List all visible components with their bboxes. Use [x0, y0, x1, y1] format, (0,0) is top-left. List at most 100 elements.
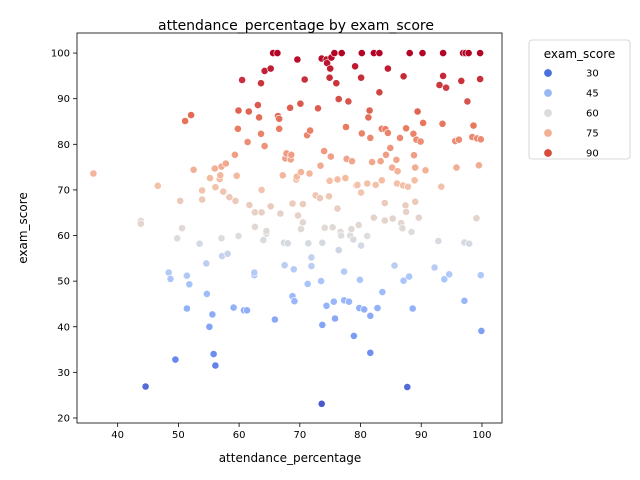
data-point	[360, 305, 369, 314]
data-point	[171, 355, 180, 364]
data-point	[325, 192, 333, 201]
data-point	[257, 185, 266, 194]
data-point	[234, 232, 243, 240]
data-point	[182, 271, 191, 280]
data-point	[408, 304, 417, 313]
data-point	[166, 274, 175, 283]
data-point	[340, 267, 348, 276]
data-point	[410, 176, 419, 185]
legend: exam_score 30 45 60 75 90	[528, 39, 631, 160]
legend-label: 75	[586, 129, 599, 140]
data-point	[288, 199, 297, 208]
data-point	[297, 168, 305, 176]
data-point	[238, 76, 246, 84]
data-point	[375, 49, 384, 57]
data-point	[208, 310, 217, 319]
data-point	[353, 180, 362, 189]
data-point	[393, 167, 402, 176]
data-point	[405, 272, 413, 281]
x-tick-label: 100	[472, 430, 491, 441]
data-point	[345, 297, 353, 306]
data-point	[164, 268, 173, 277]
data-point	[366, 311, 375, 320]
data-point	[402, 124, 410, 133]
data-point	[221, 159, 230, 168]
y-tick-label: 90	[57, 94, 70, 105]
data-point	[189, 165, 198, 174]
data-point	[253, 101, 262, 109]
data-point	[325, 176, 334, 185]
data-point	[231, 196, 240, 205]
data-point	[351, 62, 359, 71]
data-point	[357, 49, 366, 57]
data-point	[401, 201, 410, 210]
y-tick-label: 70	[57, 185, 70, 196]
data-point	[320, 223, 329, 232]
data-point	[283, 239, 292, 248]
x-tick-label: 50	[172, 430, 185, 441]
data-point	[407, 227, 416, 236]
data-point	[396, 133, 404, 142]
data-point	[371, 180, 380, 189]
x-tick-label: 40	[111, 430, 124, 441]
data-point	[421, 166, 430, 175]
data-point	[195, 239, 204, 248]
data-point	[141, 382, 150, 391]
x-axis-label: attendance_percentage	[219, 451, 362, 465]
data-point	[278, 171, 287, 180]
data-point	[469, 121, 478, 130]
data-point	[413, 107, 422, 116]
data-point	[326, 152, 335, 161]
data-point	[229, 303, 238, 312]
data-point	[476, 75, 484, 83]
data-point	[403, 182, 412, 191]
data-point	[326, 64, 335, 73]
legend-title: exam_score	[544, 47, 616, 61]
data-point	[477, 326, 486, 335]
y-tick-label: 20	[57, 413, 70, 424]
data-point	[255, 113, 263, 122]
data-point	[331, 314, 339, 323]
data-point	[357, 73, 365, 82]
data-point	[377, 176, 386, 185]
data-point	[250, 208, 259, 217]
data-point	[476, 49, 484, 57]
data-point	[205, 322, 214, 331]
legend-label: 30	[586, 69, 599, 80]
data-point	[464, 49, 473, 57]
data-point	[342, 123, 350, 131]
data-point	[202, 259, 211, 268]
legend-label: 90	[586, 149, 599, 160]
legend-label: 60	[586, 109, 599, 120]
data-point	[305, 169, 314, 178]
data-point	[334, 246, 343, 254]
data-point	[330, 49, 339, 57]
data-point	[173, 234, 182, 243]
data-point	[198, 186, 206, 195]
data-point	[266, 202, 275, 211]
data-point	[416, 137, 425, 146]
legend-marker	[543, 148, 553, 158]
legend-marker	[543, 108, 553, 118]
data-point	[380, 216, 389, 225]
data-point	[405, 49, 414, 57]
legend-marker	[543, 88, 553, 98]
data-point	[234, 106, 243, 115]
y-axis-label: exam_score	[16, 192, 30, 264]
data-point	[383, 128, 392, 137]
x-tick-label: 70	[293, 430, 306, 441]
data-point	[315, 194, 324, 202]
data-point	[275, 114, 284, 123]
x-tick-label: 80	[354, 430, 367, 441]
data-point	[373, 304, 382, 312]
data-point	[438, 119, 447, 128]
data-point	[390, 261, 399, 270]
x-tick-label: 90	[415, 430, 428, 441]
legend-marker	[543, 68, 553, 78]
data-point	[334, 95, 343, 103]
data-point	[297, 225, 305, 233]
data-point	[230, 150, 239, 159]
data-point	[286, 103, 294, 112]
data-point	[344, 97, 353, 106]
data-point	[411, 197, 420, 206]
